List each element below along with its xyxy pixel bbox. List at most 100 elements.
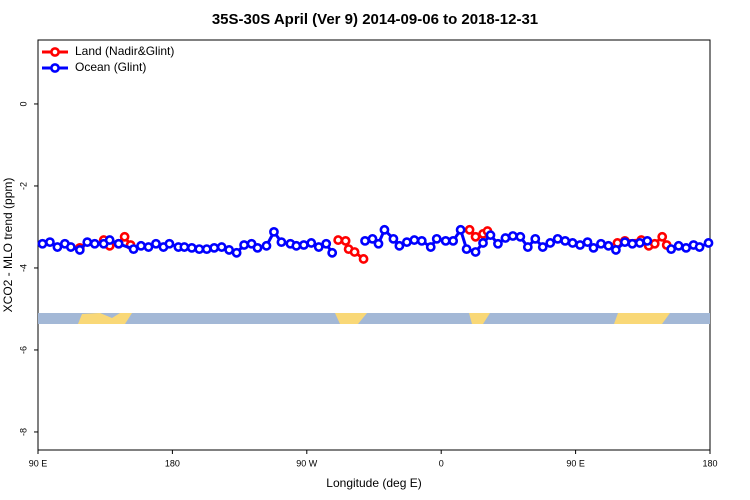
data-point xyxy=(313,242,324,252)
data-point xyxy=(349,247,360,257)
data-point xyxy=(649,238,660,249)
x-axis-label: Longitude (deg E) xyxy=(326,476,421,490)
y-tick-label: -4 xyxy=(18,264,28,272)
data-point xyxy=(409,235,420,245)
land-blob xyxy=(469,313,490,324)
data-point xyxy=(104,235,115,245)
data-point xyxy=(567,238,578,248)
data-point xyxy=(216,242,227,252)
data-point xyxy=(37,238,48,249)
x-tick-label: 90 E xyxy=(566,458,585,468)
data-point xyxy=(485,230,496,241)
data-point xyxy=(470,247,481,257)
data-point xyxy=(500,233,511,243)
data-point xyxy=(560,235,571,246)
data-point xyxy=(164,238,175,249)
data-point xyxy=(194,244,205,254)
data-point xyxy=(327,247,338,258)
data-point xyxy=(373,238,384,249)
data-point xyxy=(440,235,451,246)
data-point xyxy=(493,238,503,249)
data-point xyxy=(416,235,427,246)
y-axis-label: XCO2 - MLO trend (ppm) xyxy=(1,178,15,313)
data-point xyxy=(507,231,518,241)
data-point xyxy=(269,226,279,237)
data-point xyxy=(394,240,405,251)
data-point xyxy=(224,245,235,255)
x-tick-label: 180 xyxy=(165,458,180,468)
data-point xyxy=(151,238,161,249)
y-tick-label: -8 xyxy=(18,428,28,436)
data-point xyxy=(360,235,370,246)
data-point xyxy=(74,245,85,255)
data-point xyxy=(261,240,272,251)
data-point xyxy=(321,238,332,249)
data-point xyxy=(358,254,369,264)
land-blob xyxy=(614,313,670,324)
data-point xyxy=(448,235,459,246)
data-point xyxy=(464,224,475,235)
data-point xyxy=(596,238,606,249)
data-point xyxy=(431,233,442,244)
data-point xyxy=(401,237,412,248)
y-tick-label: 0 xyxy=(18,101,28,106)
data-point xyxy=(634,238,645,248)
data-point xyxy=(186,242,197,253)
data-point xyxy=(552,233,563,244)
x-tick-label: 180 xyxy=(702,458,717,468)
data-point xyxy=(666,244,677,254)
data-point xyxy=(425,242,436,252)
data-point xyxy=(657,231,668,242)
data-point xyxy=(367,233,378,244)
x-tick-label: 90 E xyxy=(29,458,48,468)
data-point xyxy=(45,237,55,248)
data-point xyxy=(298,240,309,250)
data-point xyxy=(179,242,190,252)
chart-title: 35S-30S April (Ver 9) 2014-09-06 to 2018… xyxy=(212,11,538,28)
data-point xyxy=(673,240,684,251)
data-point xyxy=(582,237,593,248)
land-blob xyxy=(78,313,132,324)
legend-marker xyxy=(50,47,60,57)
data-point xyxy=(201,244,212,254)
data-point xyxy=(694,242,705,252)
data-point xyxy=(611,245,621,255)
data-point xyxy=(537,242,548,252)
data-point xyxy=(306,238,317,248)
land-blob xyxy=(335,313,367,324)
data-point xyxy=(340,235,351,246)
data-point xyxy=(388,233,399,244)
ocean-band xyxy=(38,313,710,324)
data-point xyxy=(470,231,481,242)
data-point xyxy=(530,233,541,244)
data-point xyxy=(333,235,344,245)
data-point xyxy=(136,240,146,251)
data-point xyxy=(478,238,488,248)
data-point xyxy=(545,238,556,248)
x-tick-label: 0 xyxy=(439,458,444,468)
data-point xyxy=(65,242,76,252)
y-tick-label: -6 xyxy=(18,346,28,354)
data-point xyxy=(619,237,630,248)
data-point xyxy=(231,247,242,258)
legend-label: Land (Nadir&Glint) xyxy=(75,44,174,58)
data-point xyxy=(113,238,124,249)
data-point xyxy=(128,244,139,254)
data-point xyxy=(379,224,390,235)
data-point xyxy=(252,242,263,253)
data-point xyxy=(143,242,154,252)
x-tick-label: 90 W xyxy=(296,458,318,468)
data-point xyxy=(461,244,472,254)
data-point xyxy=(515,231,526,242)
y-tick-label: -2 xyxy=(18,182,28,190)
data-point xyxy=(209,242,220,253)
data-point xyxy=(291,240,302,251)
legend-marker xyxy=(50,63,60,73)
data-point xyxy=(455,224,466,235)
data-point xyxy=(703,238,714,248)
data-point xyxy=(642,235,653,246)
data-point xyxy=(681,242,692,253)
data-point xyxy=(588,242,599,253)
data-point xyxy=(82,237,93,248)
